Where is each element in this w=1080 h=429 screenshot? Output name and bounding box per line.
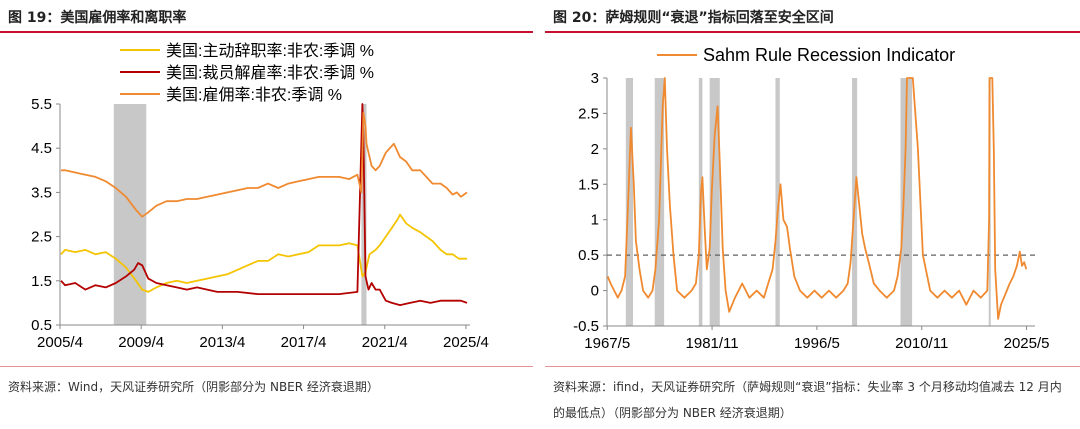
y-tick-label: 2.5 (578, 105, 599, 122)
y-tick-label: -0.5 (573, 318, 599, 335)
x-tick-label: 1981/11 (686, 335, 739, 352)
series-line-2 (60, 103, 468, 306)
y-tick-label: 1 (591, 212, 599, 229)
y-tick-label: 0 (591, 283, 599, 300)
legend-label: 美国:主动辞职率:非农:季调 % (166, 42, 374, 60)
left-title-rule (0, 31, 533, 33)
x-tick-label: 2025/5 (1004, 335, 1050, 352)
x-tick-label: 2021/4 (362, 334, 408, 351)
right-chart-panel: 图 20：萨姆规则“衰退”指标回落至安全区间 3 2.5 2 1.5 1 0.5 0 -0.5… (545, 0, 1080, 429)
y-tick-label: 1.5 (31, 273, 52, 290)
left-source-note: 资料来源：Wind，天风证券研究所（阴影部分为 NBER 经济衰退期） (8, 380, 379, 394)
right-chart-title: 图 20：萨姆规则“衰退”指标回落至安全区间 (553, 10, 834, 26)
left-source-rule (0, 366, 533, 367)
right-source-rule (545, 366, 1080, 367)
recession-band (775, 78, 780, 326)
x-tick-label: 2013/4 (199, 334, 245, 351)
x-tick-label: 2017/4 (281, 334, 327, 351)
y-tick-label: 5.5 (31, 96, 52, 113)
y-tick-label: 0.5 (578, 247, 599, 264)
y-tick-label: 3.5 (31, 184, 52, 201)
legend-label: 美国:雇佣率:非农:季调 % (166, 86, 342, 104)
x-tick-label: 1996/5 (794, 335, 840, 352)
y-tick-label: 3 (591, 70, 599, 87)
left-chart-title: 图 19：美国雇佣率和离职率 (8, 10, 187, 26)
recession-band (625, 78, 634, 326)
x-tick-label: 1967/5 (584, 335, 630, 352)
y-tick-label: 2.5 (31, 229, 52, 246)
series-line-1 (606, 77, 1028, 320)
recession-band (709, 78, 720, 326)
x-tick-label: 2009/4 (118, 334, 164, 351)
left-chart-panel: 图 19：美国雇佣率和离职率 5.5 4.5 3.5 2.5 1.5 0.5 2005/4 2… (0, 0, 533, 429)
y-tick-label: 0.5 (31, 317, 52, 334)
y-tick-label: 2 (591, 141, 599, 158)
x-tick-label: 2005/4 (37, 334, 83, 351)
right-source-note: 资料来源：ifind，天风证券研究所（萨姆规则“衰退”指标：失业率 3 个月移动… (553, 380, 1062, 420)
y-tick-label: 1.5 (578, 176, 599, 193)
x-tick-label: 2025/4 (443, 334, 489, 351)
legend-label: Sahm Rule Recession Indicator (703, 45, 955, 65)
x-tick-label: 2010/11 (895, 335, 948, 352)
y-tick-label: 4.5 (31, 140, 52, 157)
recession-band (900, 78, 913, 326)
legend-label: 美国:裁员解雇率:非农:季调 % (166, 64, 374, 82)
right-title-rule (545, 31, 1080, 33)
series-line-1 (60, 213, 467, 293)
series-line-3 (61, 111, 468, 218)
